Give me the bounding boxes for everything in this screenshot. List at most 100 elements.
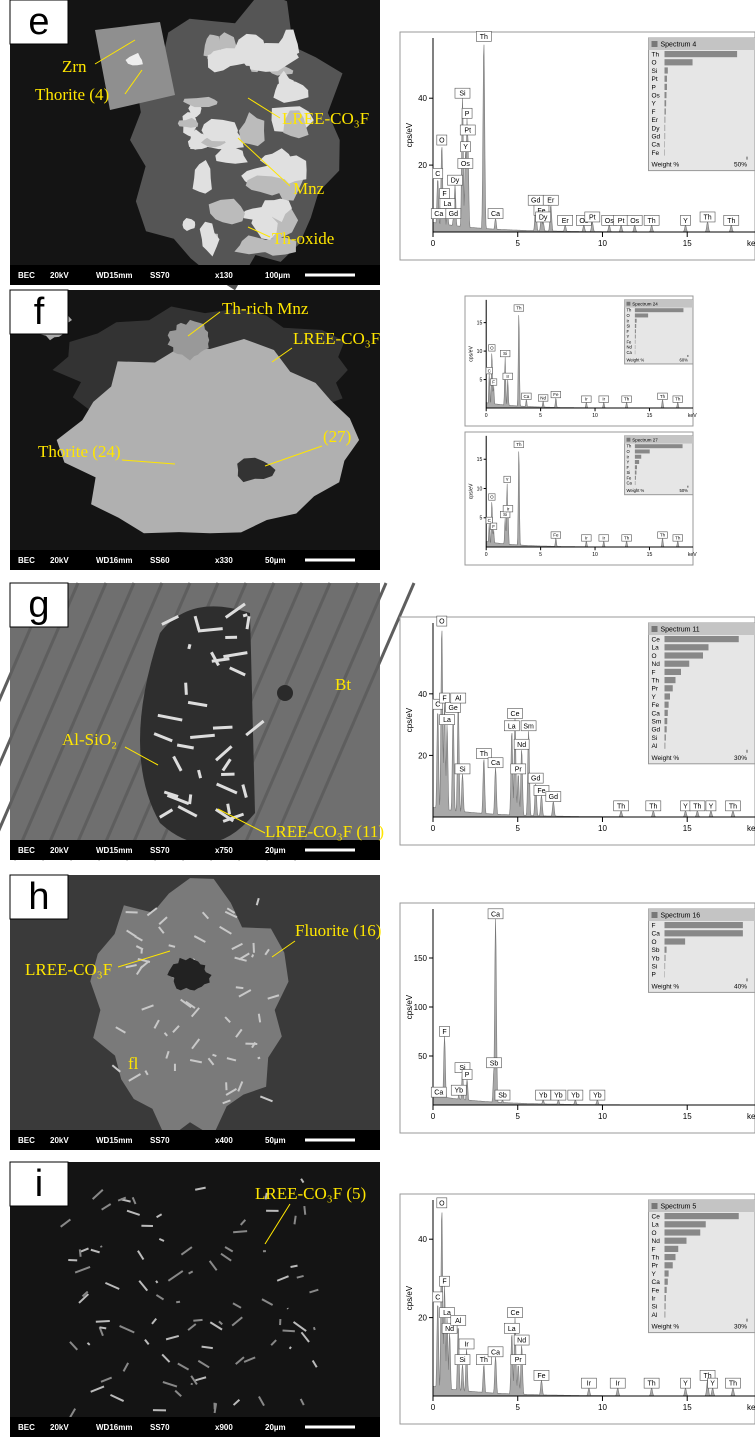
peak-label-box (645, 800, 662, 812)
needle (193, 1318, 203, 1322)
footer-text: BEC (18, 846, 35, 855)
letter-box (9, 582, 69, 628)
header-icon (651, 1203, 658, 1209)
peak-label-box (621, 395, 632, 403)
letter-box (9, 289, 69, 335)
needle (187, 643, 192, 650)
peak-label-box (461, 107, 473, 119)
peak-label-box (460, 141, 471, 153)
peak-label-box (432, 168, 444, 179)
grain (234, 33, 267, 67)
element-label: Pt (652, 76, 658, 83)
sem-image: BEC 20kV WD15mm SS70 x130 100µm e Zrn Thorite (4… (9, 0, 380, 291)
peak-label-box (545, 791, 562, 802)
peak-label-box (513, 440, 524, 448)
weight-bar (634, 444, 683, 449)
peak-label: La (443, 717, 451, 724)
leader-line (124, 746, 159, 766)
peak-label: Os (579, 218, 588, 225)
weight-bar (664, 685, 673, 692)
peak-label: O (439, 1200, 445, 1207)
footer-text: 50µm (265, 556, 286, 565)
weight-scale-label: 30% (734, 755, 747, 762)
element-label: Th (652, 52, 660, 59)
y-tick-label: 40 (418, 690, 427, 699)
image-bg (10, 1162, 380, 1437)
needle (135, 965, 144, 976)
needle (215, 745, 233, 762)
needle (225, 1088, 237, 1096)
footer-bar (10, 265, 380, 285)
weight-bar (664, 726, 667, 733)
x-tick-label: 0 (431, 1403, 436, 1412)
peak-label: Yb (593, 1093, 602, 1100)
weight-panel (648, 1199, 755, 1334)
element-label: Ir (627, 318, 630, 323)
footer-text: WD16mm (96, 1423, 132, 1432)
footer-text: BEC (18, 1136, 35, 1145)
peak-label: Os (630, 218, 639, 225)
peak-label-box (458, 1338, 475, 1350)
weight-bar (664, 1213, 739, 1220)
peak-label-box (436, 615, 448, 627)
footer-text: WD15mm (96, 271, 132, 280)
needle (100, 1376, 113, 1383)
peak-label: O (490, 495, 494, 500)
peak-label: Th (729, 1381, 737, 1388)
needle (219, 925, 232, 935)
peak-label: Yb (539, 1093, 548, 1100)
needle (98, 1326, 104, 1337)
peak-label-box (550, 1089, 567, 1101)
leader-line (247, 226, 271, 238)
weight-header (648, 909, 755, 921)
weight-bar (664, 963, 666, 970)
weight-bar (664, 67, 668, 74)
grain (245, 175, 291, 196)
needle (158, 808, 174, 819)
peak-label: Sm (523, 723, 534, 730)
weight-bar (664, 718, 668, 725)
weight-bar (664, 1262, 673, 1269)
mineral-label: LREE-CO₃F (282, 109, 369, 128)
y-tick-label: 20 (418, 751, 427, 760)
needle (234, 956, 247, 962)
weight-label: Weight % (652, 983, 680, 990)
x-tick-label: 15 (683, 1112, 692, 1121)
peak-label: Th (660, 394, 666, 399)
peak-label-box (621, 534, 632, 542)
peak-label: C (488, 368, 492, 373)
peak-label-box (550, 531, 561, 539)
peak-label: Pr (515, 1357, 523, 1364)
needle (167, 1270, 184, 1282)
mineral-label: LREE-CO₃F (25, 960, 112, 979)
peak-label-box (503, 475, 511, 483)
weight-bar (664, 636, 739, 643)
weight-bar (634, 475, 636, 480)
peak-label: Si (503, 351, 507, 356)
weight-bar (664, 644, 709, 651)
element-label: Al (652, 743, 658, 750)
peak-label-box (494, 1089, 511, 1101)
element-label: Si (627, 470, 631, 475)
needle (290, 1264, 298, 1268)
needle (115, 1026, 126, 1034)
element-label: F (652, 923, 656, 930)
peak-label: Os (605, 218, 614, 225)
weight-bar (634, 313, 649, 318)
needle (185, 1000, 196, 1009)
needle (293, 1215, 297, 1225)
cleavage (0, 582, 52, 703)
needle (163, 790, 179, 798)
needle (222, 1099, 231, 1105)
footer-text: 100µm (265, 271, 290, 280)
weight-bar (664, 1245, 679, 1252)
peak-label-box (445, 208, 462, 219)
x-tick-label: 5 (516, 1112, 521, 1121)
needle (131, 1196, 137, 1205)
mineral-label: Al-SiO₂ (62, 730, 117, 749)
needle (172, 755, 183, 772)
peak-label: Th (660, 533, 666, 538)
peak-label-box (507, 708, 523, 719)
header-icon (626, 437, 631, 442)
needle (245, 616, 251, 630)
